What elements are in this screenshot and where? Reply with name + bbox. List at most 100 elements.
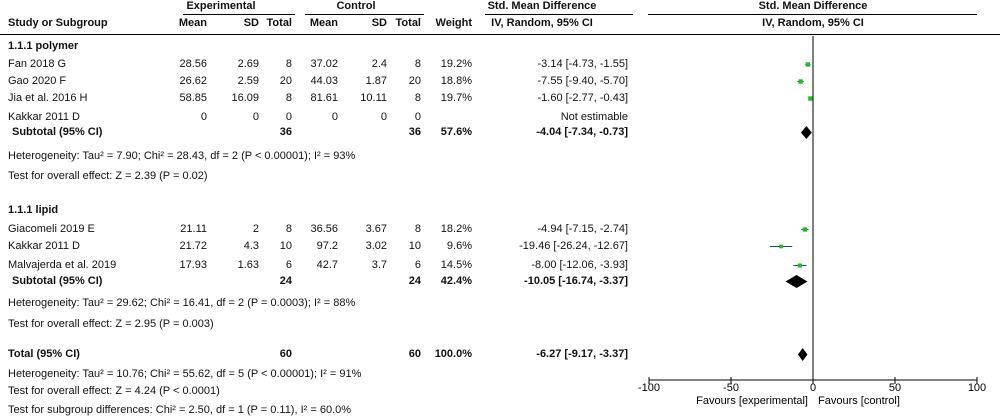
study-c-mean: 81.61 xyxy=(310,92,338,104)
overall-effect-text: Test for overall effect: Z = 2.95 (P = 0… xyxy=(8,318,214,330)
study-e-mean: 28.56 xyxy=(179,58,207,70)
study-weight: 18.8% xyxy=(440,75,472,87)
study-e-sd: 2.69 xyxy=(237,58,259,70)
subtotal-e-total: 24 xyxy=(279,275,292,287)
study-e-mean: 21.11 xyxy=(180,223,207,235)
study-c-mean: 44.03 xyxy=(310,75,338,87)
header-weight: Weight xyxy=(435,17,472,29)
study-effect-ci: -19.46 [-26.24, -12.67] xyxy=(519,240,628,252)
study-e-sd: 2.59 xyxy=(237,75,259,87)
study-name: Giacomeli 2019 E xyxy=(8,223,95,235)
study-effect-ci: Not estimable xyxy=(560,111,628,123)
subgroup-differences-text: Test for subgroup differences: Chi² = 2.… xyxy=(8,404,352,416)
study-c-sd: 2.4 xyxy=(371,58,387,70)
header-experimental-rule xyxy=(183,14,295,15)
study-point-marker xyxy=(802,227,808,232)
study-effect-ci: -7.55 [-9.40, -5.70] xyxy=(537,75,629,87)
study-c-sd: 1.87 xyxy=(365,75,387,87)
study-point-marker xyxy=(797,263,802,268)
study-c-sd: 0 xyxy=(380,111,387,123)
study-c-total: 10 xyxy=(408,240,421,252)
header-effect-rule xyxy=(485,14,633,15)
header-c-mean: Mean xyxy=(309,17,338,29)
subtotal-c-total: 24 xyxy=(408,275,421,287)
subgroup-title: 1.1.1 lipid xyxy=(8,204,59,216)
study-c-sd: 10.11 xyxy=(360,92,387,104)
header-bottom-rule xyxy=(0,34,1000,35)
subtotal-e-total: 36 xyxy=(279,126,292,138)
x-tick-label: 0 xyxy=(810,382,816,394)
header-effect-sub: IV, Random, 95% CI xyxy=(491,17,593,29)
total-label: Total (95% CI) xyxy=(8,348,80,360)
favours-control-label: Favours [control] xyxy=(818,395,900,407)
subtotal-diamond-lipid xyxy=(785,275,808,288)
total-heterogeneity-text: Heterogeneity: Tau² = 10.76; Chi² = 55.6… xyxy=(8,368,362,380)
study-e-total: 0 xyxy=(285,111,292,123)
study-e-mean: 26.62 xyxy=(179,75,207,87)
subtotal-effect-ci: -10.05 [-16.74, -3.37] xyxy=(524,275,628,287)
header-e-mean: Mean xyxy=(178,17,207,29)
study-effect-ci: -3.14 [-4.73, -1.55] xyxy=(537,58,629,70)
plot-header-title: Std. Mean Difference xyxy=(758,0,868,12)
study-c-total: 0 xyxy=(414,111,421,123)
study-c-mean: 36.56 xyxy=(310,223,338,235)
study-c-sd: 3.02 xyxy=(365,240,387,252)
study-c-total: 20 xyxy=(408,75,421,87)
study-c-sd: 3.7 xyxy=(371,259,387,271)
study-weight: 14.5% xyxy=(440,259,472,271)
study-c-total: 8 xyxy=(414,92,421,104)
total-overall-effect-text: Test for overall effect: Z = 4.24 (P < 0… xyxy=(8,385,220,397)
study-weight: 18.2% xyxy=(440,223,472,235)
study-e-mean: 21.72 xyxy=(179,240,207,252)
x-tick-label: -100 xyxy=(638,382,660,394)
x-tick-label: -50 xyxy=(723,382,739,394)
study-c-mean: 37.02 xyxy=(310,58,338,70)
header-e-total: Total xyxy=(266,17,292,29)
study-name: Kakkar 2011 D xyxy=(8,111,80,123)
subtotal-c-total: 36 xyxy=(408,126,421,138)
study-e-mean: 17.93 xyxy=(179,259,207,271)
study-c-mean: 42.7 xyxy=(316,259,338,271)
study-e-total: 10 xyxy=(279,240,292,252)
study-c-total: 8 xyxy=(414,58,421,70)
study-e-sd: 16.09 xyxy=(231,92,259,104)
subtotal-label: Subtotal (95% CI) xyxy=(12,126,103,138)
study-c-sd: 3.67 xyxy=(365,223,387,235)
study-name: Gao 2020 F xyxy=(8,75,67,87)
study-point-marker xyxy=(805,62,811,67)
study-c-total: 6 xyxy=(414,259,421,271)
total-c-total: 60 xyxy=(408,348,421,360)
study-effect-ci: -1.60 [-2.77, -0.43] xyxy=(537,92,629,104)
study-effect-ci: -8.00 [-12.06, -3.93] xyxy=(531,259,628,271)
x-tick-label: 100 xyxy=(968,382,986,394)
plot-header-rule xyxy=(648,14,977,15)
header-control: Control xyxy=(336,0,376,12)
study-name: Kakkar 2011 D xyxy=(8,240,80,252)
subtotal-weight: 57.6% xyxy=(440,126,472,138)
study-weight: 19.7% xyxy=(440,92,472,104)
study-effect-ci: -4.94 [-7.15, -2.74] xyxy=(537,223,629,235)
study-point-marker xyxy=(779,244,783,249)
study-e-sd: 2 xyxy=(252,223,259,235)
header-c-sd: SD xyxy=(371,17,387,29)
study-name: Malvajerda et al. 2019 xyxy=(8,259,117,271)
overall-diamond xyxy=(797,348,808,361)
study-e-total: 8 xyxy=(285,92,292,104)
study-name: Jia et al. 2016 H xyxy=(8,92,88,104)
study-e-total: 8 xyxy=(285,58,292,70)
subtotal-effect-ci: -4.04 [-7.34, -0.73] xyxy=(536,126,628,138)
study-e-sd: 0 xyxy=(252,111,259,123)
header-c-total: Total xyxy=(395,17,421,29)
heterogeneity-text: Heterogeneity: Tau² = 7.90; Chi² = 28.43… xyxy=(8,150,356,162)
total-e-total: 60 xyxy=(279,348,292,360)
subtotal-label: Subtotal (95% CI) xyxy=(12,275,103,287)
study-e-mean: 58.85 xyxy=(179,92,207,104)
study-e-mean: 0 xyxy=(200,111,207,123)
study-c-total: 8 xyxy=(414,223,421,235)
favours-experimental-label: Favours [experimental] xyxy=(696,395,808,407)
header-experimental: Experimental xyxy=(186,0,256,12)
header-effect-title: Std. Mean Difference xyxy=(487,0,597,12)
